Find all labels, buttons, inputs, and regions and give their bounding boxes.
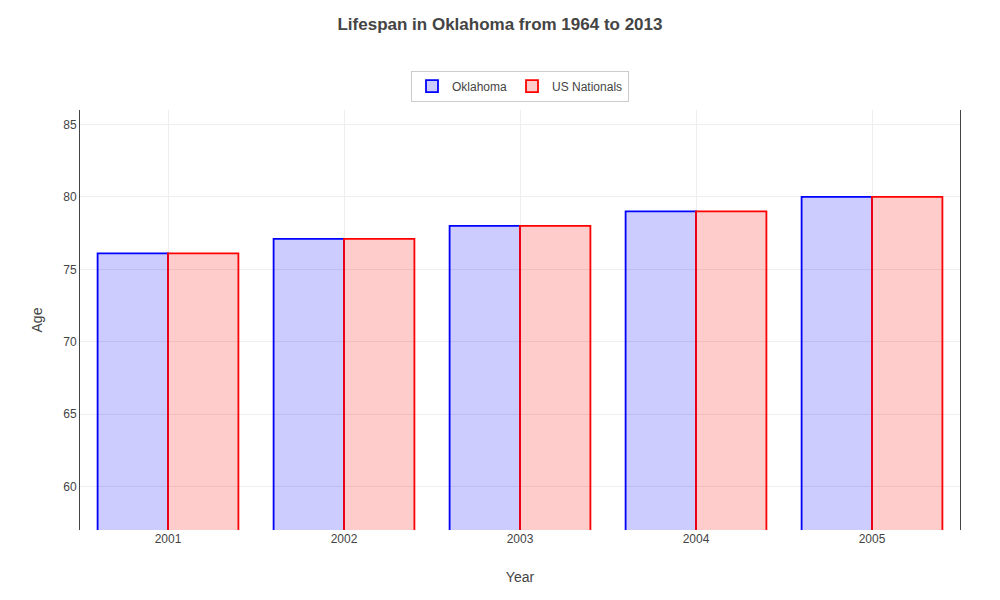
svg-text:2001: 2001 bbox=[155, 532, 182, 546]
svg-text:65: 65 bbox=[63, 407, 77, 421]
svg-text:Lifespan in Oklahoma from 1964: Lifespan in Oklahoma from 1964 to 2013 bbox=[337, 15, 662, 34]
svg-text:US Nationals: US Nationals bbox=[552, 80, 622, 94]
svg-text:75: 75 bbox=[63, 263, 77, 277]
svg-text:Oklahoma: Oklahoma bbox=[452, 80, 507, 94]
svg-text:60: 60 bbox=[63, 480, 77, 494]
svg-text:70: 70 bbox=[63, 335, 77, 349]
svg-text:85: 85 bbox=[63, 118, 77, 132]
svg-text:2002: 2002 bbox=[331, 532, 358, 546]
svg-text:2004: 2004 bbox=[683, 532, 710, 546]
svg-text:Age: Age bbox=[29, 307, 45, 332]
svg-text:80: 80 bbox=[63, 190, 77, 204]
svg-text:2005: 2005 bbox=[859, 532, 886, 546]
svg-text:Year: Year bbox=[506, 569, 535, 585]
svg-text:2003: 2003 bbox=[507, 532, 534, 546]
